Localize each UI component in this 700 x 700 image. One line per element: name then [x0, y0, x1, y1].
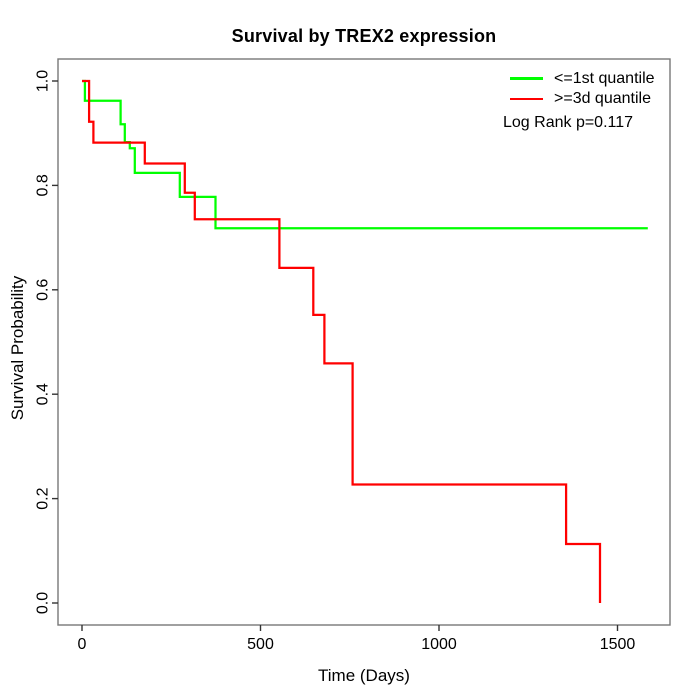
y-axis-tick-label: 0.4	[35, 383, 52, 405]
y-axis-tick-label: 0.0	[35, 592, 52, 614]
log-rank-annotation: Log Rank p=0.117	[503, 114, 634, 131]
plot-box	[57, 58, 671, 626]
legend-entry-first-quantile: <=1st quantile	[510, 70, 655, 87]
y-axis-tick-label: 1.0	[35, 70, 52, 92]
km-curve-3d-quantile	[82, 79, 602, 603]
chart-title: Survival by TREX2 expression	[231, 26, 497, 46]
x-axis-title: Time (Days)	[318, 666, 410, 685]
legend-line-green	[510, 77, 543, 80]
y-axis-tick-label: 0.2	[35, 487, 52, 509]
legend-label-third-quantile: >=3d quantile	[554, 90, 651, 107]
legend-line-red	[510, 97, 543, 101]
km-curve-1st-quantile	[82, 79, 648, 230]
y-axis-tick-label: 0.8	[35, 174, 52, 196]
x-axis-tick-label: 1500	[600, 636, 636, 653]
x-axis-tick-label: 1000	[421, 636, 457, 653]
legend-entry-third-quantile: >=3d quantile	[510, 90, 651, 108]
legend-label-first-quantile: <=1st quantile	[554, 69, 655, 87]
x-axis-tick-label: 0	[78, 636, 87, 653]
y-axis-tick-label: 0.6	[35, 279, 52, 301]
x-axis-tick-label: 500	[247, 636, 274, 653]
